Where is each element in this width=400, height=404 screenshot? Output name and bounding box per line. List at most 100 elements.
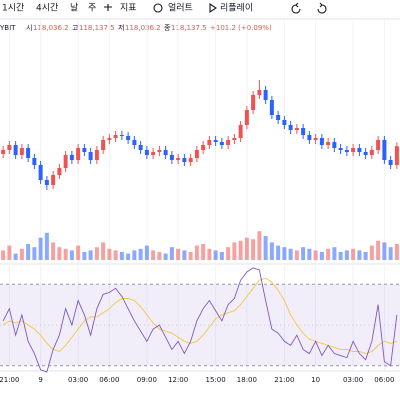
candle-body: [276, 115, 281, 120]
volume-bar: [94, 247, 99, 260]
candle-body: [388, 160, 393, 165]
candle-body: [238, 125, 243, 138]
volume-bar: [176, 248, 181, 260]
volume-bar: [119, 252, 124, 260]
ohlc-label: 시: [26, 24, 32, 32]
candle-body: [151, 152, 156, 155]
toolbar-item[interactable]: 1시간: [2, 3, 24, 14]
candle-body: [107, 138, 112, 140]
ohlc-label: 저: [118, 23, 124, 32]
candle-body: [219, 142, 224, 145]
volume-bar: [194, 245, 199, 260]
rsi-ma-line: [2, 277, 398, 355]
volume-bar: [344, 250, 349, 260]
candle-body: [244, 110, 249, 125]
volume-bar: [201, 244, 206, 260]
toolbar-item[interactable]: 날: [70, 3, 78, 14]
candle-body: [351, 148, 356, 152]
x-tick-label: 06:00: [374, 376, 394, 384]
volume-bar: [151, 250, 156, 260]
volume-bar: [113, 250, 118, 260]
volume-bar: [1, 250, 6, 260]
candle-body: [82, 148, 87, 152]
candle-body: [76, 148, 81, 160]
volume-bar: [219, 252, 224, 260]
toolbar-item[interactable]: 리플레이: [220, 3, 253, 14]
candle-body: [282, 120, 287, 125]
volume-bar: [213, 250, 218, 260]
candle-body: [194, 150, 199, 158]
volume-bar: [319, 252, 324, 260]
candle-body: [207, 140, 212, 145]
candle-body: [126, 136, 131, 140]
volume-bar: [32, 247, 37, 260]
symbol: YBIT: [0, 24, 16, 32]
candle-body: [144, 150, 149, 155]
volume-bar: [351, 248, 356, 260]
volume-bar: [13, 253, 18, 260]
volume-bar: [238, 240, 243, 260]
volume-bar: [69, 250, 74, 260]
toolbar-item[interactable]: 4시간: [36, 3, 58, 14]
volume-bar: [282, 247, 287, 260]
candle-body: [369, 150, 374, 155]
volume-bar: [82, 252, 87, 260]
volume-bar: [369, 245, 374, 260]
candle-body: [357, 148, 362, 152]
volume-bar: [269, 242, 274, 260]
volume-bar: [313, 250, 318, 260]
x-tick-label: 21:00: [0, 376, 19, 384]
x-tick-label: 21:00: [274, 376, 294, 384]
candle-body: [163, 150, 168, 155]
candle-body: [69, 155, 74, 160]
volume-bar: [363, 252, 368, 260]
x-tick-label: 15:00: [206, 376, 226, 384]
candle-body: [157, 150, 162, 152]
candle-body: [169, 155, 174, 160]
candle-body: [394, 146, 399, 165]
candle-body: [26, 148, 31, 158]
rsi-line: [2, 267, 398, 373]
candle-body: [182, 158, 187, 162]
volume-bar: [301, 247, 306, 260]
candle-body: [257, 90, 262, 95]
volume-bar: [232, 242, 237, 260]
x-tick-label: 03:00: [343, 376, 363, 384]
x-tick-label: 03:00: [68, 376, 88, 384]
volume-bar: [63, 248, 68, 260]
replay-icon[interactable]: [209, 2, 217, 14]
candle-body: [226, 140, 231, 145]
volume-bar: [144, 245, 149, 260]
candle-body: [232, 138, 237, 140]
undo-icon[interactable]: [291, 2, 301, 14]
toolbar-icons: [104, 2, 327, 14]
volume-bar: [251, 239, 256, 260]
x-tick-label: 09:00: [137, 376, 157, 384]
volume-bar: [326, 248, 331, 260]
toolbar-item[interactable]: 얼러트: [168, 3, 193, 14]
volume-bar: [76, 245, 81, 260]
volume-bar: [332, 247, 337, 260]
volume-bar: [257, 231, 262, 260]
candle-body: [326, 142, 331, 145]
candle-body: [88, 152, 93, 160]
toolbar-item[interactable]: 지표: [120, 3, 137, 14]
redo-icon[interactable]: [317, 2, 327, 14]
ohlc-label: 고: [72, 24, 79, 32]
candle-body: [338, 148, 343, 150]
candle-body: [57, 168, 62, 175]
candle-body: [38, 165, 43, 180]
candle-body: [313, 138, 318, 140]
candle-body: [363, 152, 368, 155]
volume-bar: [57, 247, 62, 260]
volume-bar: [276, 245, 281, 260]
volume-bar: [307, 248, 312, 260]
candle-body: [301, 128, 306, 135]
volume-bar: [382, 242, 387, 260]
candle-body: [13, 145, 18, 155]
ohlc-value: 118,137.5: [79, 24, 115, 32]
toolbar-item[interactable]: 주: [88, 3, 96, 14]
candle-body: [201, 145, 206, 150]
x-tick-label: 12:00: [168, 376, 188, 384]
